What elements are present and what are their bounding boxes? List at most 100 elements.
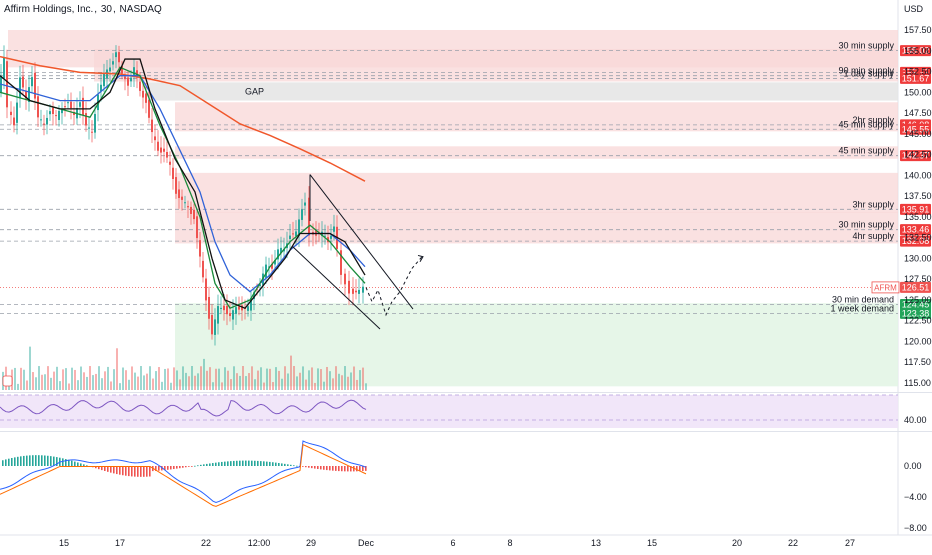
macd-hist-bar <box>110 466 112 473</box>
volume-bar <box>62 369 64 390</box>
macd-hist-bar <box>83 464 85 466</box>
volume-bar <box>323 381 325 390</box>
candle-body <box>145 93 147 103</box>
volume-bar <box>164 368 166 390</box>
volume-bar <box>134 372 136 390</box>
symbol-tag <box>871 281 900 294</box>
price-tick-label: 137.50 <box>904 191 932 201</box>
macd-hist-bar <box>26 455 28 466</box>
macd-hist-bar <box>29 455 31 466</box>
candle-body <box>220 307 222 309</box>
volume-bar <box>194 375 196 390</box>
candle-body <box>208 296 210 319</box>
candle-body <box>295 231 297 237</box>
candle-body <box>344 273 346 285</box>
volume-bar <box>29 346 31 390</box>
volume-bar <box>77 380 79 390</box>
candle-body <box>362 286 364 293</box>
zone-label: 30 min demand <box>832 295 894 305</box>
volume-bar <box>215 368 217 390</box>
price-tag-text: 133.46 <box>902 225 930 235</box>
candle-body <box>250 298 252 311</box>
candle-body <box>229 313 231 316</box>
macd-tick-label: 0.00 <box>904 461 922 471</box>
zone-label: 30 min supply <box>838 41 894 51</box>
candle-body <box>175 177 177 194</box>
volume-bar <box>254 379 256 390</box>
volume-bar <box>341 375 343 390</box>
candle-body <box>100 84 102 92</box>
candle-body <box>330 235 332 239</box>
volume-bar <box>236 373 238 390</box>
volume-bar <box>251 366 253 390</box>
candle-body <box>308 197 310 236</box>
volume-bar <box>86 376 88 390</box>
macd-hist-bar <box>23 455 25 466</box>
candle-body <box>31 77 33 87</box>
volume-bar <box>299 372 301 390</box>
volume-bar <box>89 366 91 390</box>
price-tag-current <box>900 281 931 293</box>
macd-hist-bar <box>332 466 334 471</box>
currency-label: USD <box>904 4 924 14</box>
macd-hist-bar <box>125 466 127 476</box>
macd-hist-bar <box>47 455 49 466</box>
macd-hist-bar <box>302 466 304 467</box>
price-tag-supply <box>900 123 931 135</box>
macd-hist-bar <box>8 458 10 466</box>
price-tag-text: 151.67 <box>902 73 930 83</box>
rsi-line <box>0 399 367 417</box>
macd-hist-bar <box>44 455 46 466</box>
macd-hist-bar <box>17 456 19 466</box>
macd-hist-bar <box>38 455 40 466</box>
candle-body <box>340 250 342 275</box>
macd-hist-bar <box>113 466 115 474</box>
volume-bar <box>92 375 94 390</box>
price-tag-supply <box>900 235 931 247</box>
candle-body <box>166 151 168 158</box>
candle-body <box>115 52 117 58</box>
macd-hist-bar <box>86 465 88 467</box>
zone-supply <box>175 172 898 213</box>
price-tag-supply <box>900 72 931 84</box>
projection-arrow-icon <box>417 254 424 263</box>
volume-bar <box>20 367 22 390</box>
volume-bar <box>128 379 130 390</box>
volume-bar <box>98 366 100 390</box>
volume-bar <box>266 368 268 390</box>
zone-gap <box>148 82 898 101</box>
volume-bar <box>338 373 340 390</box>
price-tick-label: 117.50 <box>904 357 931 367</box>
candle-body <box>118 52 120 63</box>
volume-bar <box>101 378 103 390</box>
price-tick-label: 120.00 <box>904 336 932 346</box>
macd-hist-bar <box>236 460 238 466</box>
volume-bar <box>197 373 199 390</box>
volume-bar <box>83 372 85 390</box>
volume-bar <box>17 383 19 390</box>
volume-bar <box>350 372 352 390</box>
earnings-icon <box>2 375 13 387</box>
candle-body <box>43 123 45 125</box>
zone-label: 1 week demand <box>830 303 894 313</box>
volume-bar <box>107 366 109 390</box>
macd-hist-bar <box>365 466 367 471</box>
candles-group <box>0 45 364 346</box>
volume-bar <box>353 366 355 390</box>
volume-bar <box>344 366 346 390</box>
price-tick-label: 155.00 <box>904 46 932 56</box>
volume-bar <box>278 370 280 390</box>
candle-body <box>358 289 360 294</box>
macd-hist-bar <box>275 462 277 466</box>
ma-long-line <box>0 55 366 182</box>
candle-body <box>6 61 8 108</box>
time-tick-label: 27 <box>845 538 855 548</box>
volume-bar <box>14 367 16 390</box>
volume-bar <box>332 378 334 390</box>
candle-body <box>190 206 192 214</box>
macd-hist-bar <box>281 463 283 466</box>
volume-bar <box>272 382 274 390</box>
macd-hist-bar <box>266 461 268 466</box>
